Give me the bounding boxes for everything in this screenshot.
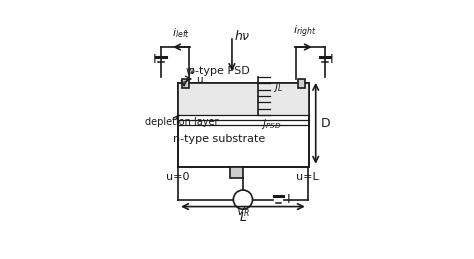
Circle shape	[233, 190, 253, 209]
Text: $V_R$: $V_R$	[236, 206, 250, 219]
Bar	[182, 79, 190, 88]
Text: $j_L$: $j_L$	[273, 80, 283, 94]
Text: depletion layer: depletion layer	[145, 117, 219, 127]
Bar	[298, 79, 305, 88]
Text: I: I	[329, 54, 333, 67]
Text: L: L	[239, 211, 246, 224]
Text: $i_{left}$: $i_{left}$	[172, 26, 190, 40]
Text: $i_{right}$: $i_{right}$	[293, 24, 317, 40]
Text: p-type PSD: p-type PSD	[188, 66, 250, 76]
Text: u=L: u=L	[296, 172, 319, 182]
Bar	[230, 167, 243, 178]
Text: I: I	[153, 54, 156, 67]
Bar	[178, 83, 309, 167]
Text: w: w	[185, 66, 193, 76]
Text: $h\nu$: $h\nu$	[234, 29, 251, 43]
Text: I: I	[287, 193, 291, 206]
Bar	[178, 83, 309, 115]
Bar	[178, 83, 309, 167]
Text: $j_{PSD}$: $j_{PSD}$	[261, 117, 281, 131]
Text: n-type substrate: n-type substrate	[173, 134, 265, 144]
Text: u=0: u=0	[166, 172, 190, 182]
Text: u: u	[196, 75, 203, 85]
Text: D: D	[320, 117, 330, 130]
